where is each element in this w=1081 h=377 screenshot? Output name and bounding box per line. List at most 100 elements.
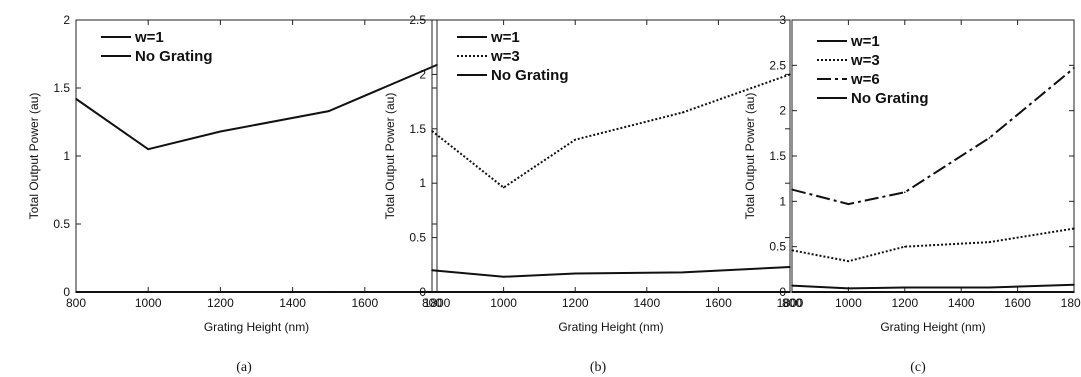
data-point bbox=[681, 271, 684, 274]
data-point bbox=[904, 291, 906, 293]
data-point bbox=[75, 98, 77, 100]
x-tick-label: 1600 bbox=[1004, 296, 1031, 310]
data-point bbox=[574, 291, 576, 293]
legend: w=1 w=3 No Grating bbox=[457, 29, 569, 84]
data-point bbox=[847, 203, 850, 205]
series-line-1 bbox=[431, 265, 791, 278]
y-tick-label: 1.5 bbox=[409, 122, 426, 136]
y-tick-label: 1 bbox=[779, 194, 786, 208]
y-tick-label: 3 bbox=[779, 13, 786, 27]
x-tick-label: 1000 bbox=[135, 296, 162, 310]
data-point bbox=[219, 291, 222, 293]
data-point bbox=[147, 148, 149, 150]
data-point bbox=[574, 138, 576, 141]
legend-label: w=3 bbox=[850, 52, 880, 69]
legend-label: w=1 bbox=[490, 29, 520, 46]
y-tick-label: 1.5 bbox=[53, 81, 70, 95]
x-tick-label: 1000 bbox=[490, 296, 517, 310]
y-tick-label: 0.5 bbox=[53, 217, 70, 231]
data-point bbox=[988, 286, 991, 289]
data-point bbox=[431, 130, 433, 132]
data-point bbox=[789, 291, 791, 293]
y-tick-label: 2.5 bbox=[409, 13, 426, 27]
data-point bbox=[847, 287, 850, 290]
y-tick-label: 0.5 bbox=[769, 240, 786, 254]
data-point bbox=[789, 266, 791, 268]
data-point bbox=[327, 291, 330, 293]
x-tick-label: 1800 bbox=[777, 296, 804, 310]
x-tick-label: 1800 bbox=[1061, 296, 1081, 310]
y-tick-label: 1.5 bbox=[769, 149, 786, 163]
y-tick-label: 2.5 bbox=[769, 58, 786, 72]
chart-panel-c: 8001000120014001600180000.511.522.53Grat… bbox=[743, 13, 1081, 375]
data-point bbox=[904, 191, 906, 194]
x-tick-label: 800 bbox=[422, 296, 442, 310]
data-point bbox=[1073, 227, 1075, 230]
data-point bbox=[502, 275, 505, 278]
y-axis-label: Total Output Power (au) bbox=[383, 93, 397, 220]
data-point bbox=[988, 291, 991, 293]
panel-caption: (a) bbox=[236, 360, 252, 375]
legend: w=1 No Grating bbox=[101, 29, 213, 65]
y-tick-label: 2 bbox=[63, 13, 70, 27]
data-point bbox=[789, 73, 791, 76]
x-tick-label: 1400 bbox=[279, 296, 306, 310]
data-point bbox=[904, 245, 906, 248]
data-point bbox=[574, 272, 576, 275]
data-point bbox=[147, 291, 149, 293]
x-axis-label: Grating Height (nm) bbox=[558, 320, 663, 334]
legend-label: No Grating bbox=[135, 48, 213, 65]
series-line-2 bbox=[791, 227, 1075, 263]
legend-label: w=1 bbox=[134, 29, 164, 46]
data-point bbox=[988, 137, 991, 139]
y-tick-label: 2 bbox=[779, 104, 786, 118]
series-line-2 bbox=[431, 73, 791, 189]
chart-panel-a: 800 1000 1200 1400 1600 180000.511.52Grating … bbox=[27, 13, 451, 375]
data-point bbox=[219, 130, 222, 133]
x-tick-label: 1200 bbox=[891, 296, 918, 310]
panel-caption: (c) bbox=[910, 360, 926, 375]
series-line-1 bbox=[791, 283, 1075, 290]
chart-panel-b: 800 1000 1200 1400 1600 180000.511.522.5Grati… bbox=[383, 13, 804, 375]
data-point bbox=[431, 269, 433, 272]
y-axis-label: Total Output Power (au) bbox=[27, 93, 41, 220]
x-tick-label: 1600 bbox=[351, 296, 378, 310]
legend-label: w=3 bbox=[490, 48, 520, 65]
y-tick-label: 2 bbox=[419, 67, 426, 81]
y-tick-label: 0 bbox=[419, 285, 426, 299]
y-tick-label: 0 bbox=[63, 285, 70, 299]
x-axis-label: Grating Height (nm) bbox=[204, 320, 309, 334]
x-tick-label: 1200 bbox=[562, 296, 589, 310]
data-point bbox=[1073, 291, 1075, 293]
data-point bbox=[681, 291, 684, 293]
data-point bbox=[1073, 67, 1075, 69]
data-point bbox=[681, 111, 684, 114]
data-point bbox=[436, 64, 438, 66]
data-point bbox=[327, 110, 330, 112]
y-tick-label: 1 bbox=[419, 176, 426, 190]
data-point bbox=[904, 286, 906, 289]
y-axis-label: Total Output Power (au) bbox=[743, 93, 757, 220]
data-point bbox=[791, 284, 793, 287]
data-point bbox=[502, 291, 505, 293]
legend-label: w=6 bbox=[850, 71, 880, 88]
x-tick-label: 1600 bbox=[705, 296, 732, 310]
x-axis-label: Grating Height (nm) bbox=[880, 320, 985, 334]
legend-label: No Grating bbox=[491, 67, 569, 84]
data-point bbox=[75, 291, 77, 293]
data-point bbox=[791, 188, 793, 191]
data-point bbox=[791, 249, 793, 252]
plot-frame bbox=[431, 19, 791, 293]
data-point bbox=[847, 260, 850, 262]
series-line-3 bbox=[791, 67, 1075, 206]
x-tick-label: 800 bbox=[782, 296, 802, 310]
panel-caption: (b) bbox=[590, 360, 607, 375]
legend: w=1 w=3 w=6 No Grating bbox=[817, 33, 929, 107]
data-point bbox=[847, 291, 850, 293]
legend-label: No Grating bbox=[851, 90, 929, 107]
x-tick-label: 1400 bbox=[948, 296, 975, 310]
data-point bbox=[431, 291, 433, 293]
data-point bbox=[1073, 283, 1075, 286]
y-tick-label: 0 bbox=[779, 285, 786, 299]
